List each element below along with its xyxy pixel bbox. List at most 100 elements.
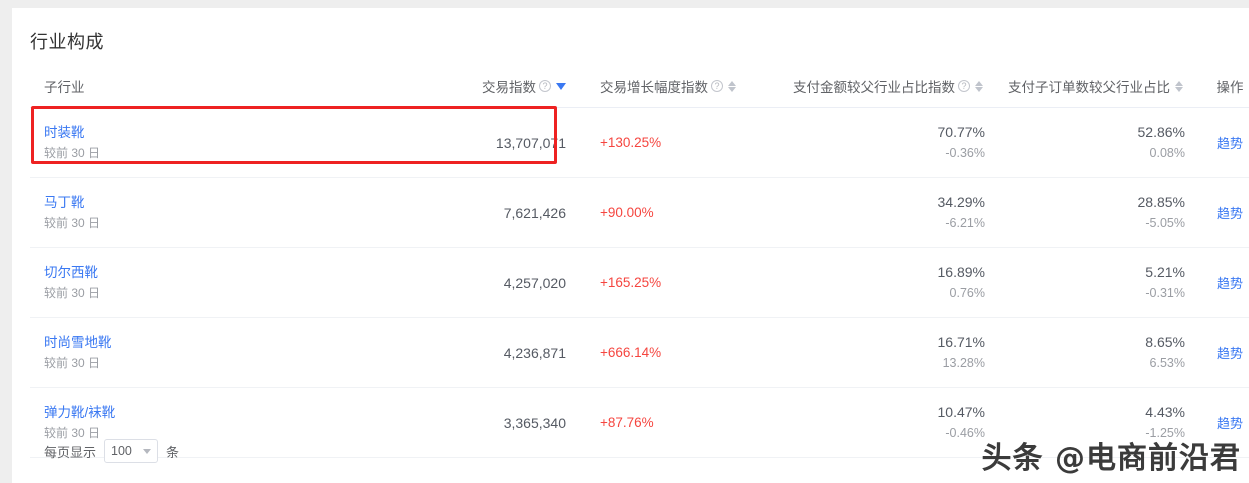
pay-amount-delta-value: -0.46% bbox=[945, 426, 985, 440]
cell-pay-amount-ratio: 34.29% -6.21% bbox=[775, 177, 995, 248]
trend-link[interactable]: 趋势 bbox=[1216, 136, 1243, 151]
table-body: 时装靴 较前 30 日 13,707,071 +130.25% 70.77% -… bbox=[30, 107, 1249, 458]
sort-toggle-trade-index[interactable] bbox=[556, 82, 566, 90]
sort-toggle-pay-orders-ratio[interactable] bbox=[1175, 80, 1185, 92]
cell-sub-industry: 弹力靴/袜靴 较前 30 日 bbox=[30, 387, 330, 458]
column-label-pay-amount-ratio: 支付金额较父行业占比指数 bbox=[793, 80, 955, 95]
pay-orders-delta-value: -0.31% bbox=[1145, 286, 1185, 300]
cell-trade-index: 4,257,020 bbox=[330, 247, 570, 318]
trade-index-value: 7,621,426 bbox=[503, 204, 566, 221]
column-label-sub-industry: 子行业 bbox=[44, 80, 85, 95]
trade-index-value: 4,236,871 bbox=[503, 344, 566, 361]
column-header-trade-index[interactable]: 交易指数 ? bbox=[330, 70, 570, 108]
cell-pay-orders-ratio: 8.65% 6.53% bbox=[995, 317, 1195, 388]
trade-index-value: 13,707,071 bbox=[495, 134, 566, 151]
cell-trade-index: 3,365,340 bbox=[330, 387, 570, 458]
cell-pay-amount-ratio: 16.89% 0.76% bbox=[775, 247, 995, 318]
sort-desc-icon bbox=[728, 86, 736, 92]
trend-link[interactable]: 趋势 bbox=[1216, 276, 1243, 291]
page-title: 行业构成 bbox=[30, 32, 104, 52]
table-row[interactable]: 马丁靴 较前 30 日 7,621,426 +90.00% 34.29% -6.… bbox=[30, 177, 1249, 248]
column-header-pay-orders-ratio[interactable]: 支付子订单数较父行业占比 bbox=[995, 70, 1195, 108]
page-size-suffix-label: 条 bbox=[166, 444, 180, 460]
growth-index-value: +666.14% bbox=[600, 345, 662, 360]
trend-link[interactable]: 趋势 bbox=[1216, 416, 1243, 431]
pay-orders-delta-value: 6.53% bbox=[1149, 356, 1185, 370]
pay-orders-delta-value: 0.08% bbox=[1149, 146, 1185, 160]
compare-label: 较前 30 日 bbox=[44, 145, 101, 160]
sort-desc-icon bbox=[556, 82, 566, 90]
growth-index-value: +90.00% bbox=[600, 205, 654, 220]
trade-index-value: 3,365,340 bbox=[503, 414, 566, 431]
cell-growth-index: +130.25% bbox=[570, 107, 775, 178]
cell-action: 趋势 bbox=[1195, 177, 1249, 248]
pay-orders-delta-value: -1.25% bbox=[1145, 426, 1185, 440]
column-label-pay-orders-ratio: 支付子订单数较父行业占比 bbox=[1008, 80, 1170, 95]
column-label-growth-index: 交易增长幅度指数 bbox=[600, 80, 708, 95]
cell-pay-amount-ratio: 16.71% 13.28% bbox=[775, 317, 995, 388]
page-size-value: 100 bbox=[111, 444, 132, 458]
pay-orders-ratio-value: 5.21% bbox=[1145, 264, 1185, 280]
trend-link[interactable]: 趋势 bbox=[1216, 206, 1243, 221]
cell-pay-orders-ratio: 5.21% -0.31% bbox=[995, 247, 1195, 318]
compare-label: 较前 30 日 bbox=[44, 285, 101, 300]
sub-industry-link[interactable]: 马丁靴 bbox=[44, 194, 85, 210]
sub-industry-link[interactable]: 时装靴 bbox=[44, 124, 85, 140]
sort-asc-icon bbox=[975, 80, 983, 86]
sub-industry-link[interactable]: 弹力靴/袜靴 bbox=[44, 404, 116, 420]
chevron-down-icon bbox=[143, 448, 152, 454]
column-header-pay-amount-ratio[interactable]: 支付金额较父行业占比指数 ? bbox=[775, 70, 995, 108]
growth-index-value: +87.76% bbox=[600, 415, 654, 430]
help-icon[interactable]: ? bbox=[958, 80, 970, 92]
table-row[interactable]: 切尔西靴 较前 30 日 4,257,020 +165.25% 16.89% 0… bbox=[30, 247, 1249, 318]
page-size-select[interactable]: 100 bbox=[104, 439, 159, 463]
cell-sub-industry: 马丁靴 较前 30 日 bbox=[30, 177, 330, 248]
pay-amount-delta-value: -0.36% bbox=[945, 146, 985, 160]
sub-industry-link[interactable]: 时尚雪地靴 bbox=[44, 334, 112, 350]
pay-amount-ratio-value: 16.71% bbox=[937, 334, 985, 350]
help-icon[interactable]: ? bbox=[539, 80, 551, 92]
column-header-growth-index[interactable]: 交易增长幅度指数 ? bbox=[570, 70, 775, 108]
cell-sub-industry: 时装靴 较前 30 日 bbox=[30, 107, 330, 178]
compare-label: 较前 30 日 bbox=[44, 425, 101, 440]
table-row[interactable]: 时装靴 较前 30 日 13,707,071 +130.25% 70.77% -… bbox=[30, 107, 1249, 178]
sub-industry-link[interactable]: 切尔西靴 bbox=[44, 264, 98, 280]
growth-index-value: +130.25% bbox=[600, 135, 662, 150]
table-row[interactable]: 时尚雪地靴 较前 30 日 4,236,871 +666.14% 16.71% … bbox=[30, 317, 1249, 388]
trade-index-value: 4,257,020 bbox=[503, 274, 566, 291]
cell-pay-orders-ratio: 52.86% 0.08% bbox=[995, 107, 1195, 178]
pay-amount-delta-value: -6.21% bbox=[945, 216, 985, 230]
pay-amount-delta-value: 13.28% bbox=[942, 356, 985, 370]
cell-growth-index: +666.14% bbox=[570, 317, 775, 388]
pagination-footer: 每页显示 100 条 bbox=[44, 439, 179, 463]
cell-sub-industry: 切尔西靴 较前 30 日 bbox=[30, 247, 330, 318]
cell-sub-industry: 时尚雪地靴 较前 30 日 bbox=[30, 317, 330, 388]
cell-trade-index: 4,236,871 bbox=[330, 317, 570, 388]
trend-link[interactable]: 趋势 bbox=[1216, 346, 1243, 361]
column-label-trade-index: 交易指数 bbox=[482, 80, 536, 95]
pay-orders-ratio-value: 8.65% bbox=[1145, 334, 1185, 350]
cell-action: 趋势 bbox=[1195, 107, 1249, 178]
table-head: 子行业 交易指数 ? bbox=[30, 70, 1249, 108]
sort-toggle-growth-index[interactable] bbox=[728, 80, 738, 92]
table-header-row: 子行业 交易指数 ? bbox=[30, 70, 1249, 108]
column-header-action: 操作 bbox=[1195, 70, 1249, 108]
pay-amount-ratio-value: 34.29% bbox=[937, 194, 985, 210]
column-header-sub-industry: 子行业 bbox=[30, 70, 330, 108]
compare-label: 较前 30 日 bbox=[44, 355, 101, 370]
sort-asc-icon bbox=[1175, 80, 1183, 86]
pay-amount-delta-value: 0.76% bbox=[949, 286, 985, 300]
sort-toggle-pay-amount-ratio[interactable] bbox=[975, 80, 985, 92]
table-row[interactable]: 弹力靴/袜靴 较前 30 日 3,365,340 +87.76% 10.47% … bbox=[30, 387, 1249, 458]
cell-pay-amount-ratio: 70.77% -0.36% bbox=[775, 107, 995, 178]
pay-orders-ratio-value: 28.85% bbox=[1137, 194, 1185, 210]
pay-amount-ratio-value: 16.89% bbox=[937, 264, 985, 280]
cell-pay-orders-ratio: 28.85% -5.05% bbox=[995, 177, 1195, 248]
sort-desc-icon bbox=[975, 86, 983, 92]
cell-growth-index: +87.76% bbox=[570, 387, 775, 458]
pay-orders-ratio-value: 52.86% bbox=[1137, 124, 1185, 140]
cell-action: 趋势 bbox=[1195, 317, 1249, 388]
help-icon[interactable]: ? bbox=[711, 80, 723, 92]
cell-growth-index: +90.00% bbox=[570, 177, 775, 248]
